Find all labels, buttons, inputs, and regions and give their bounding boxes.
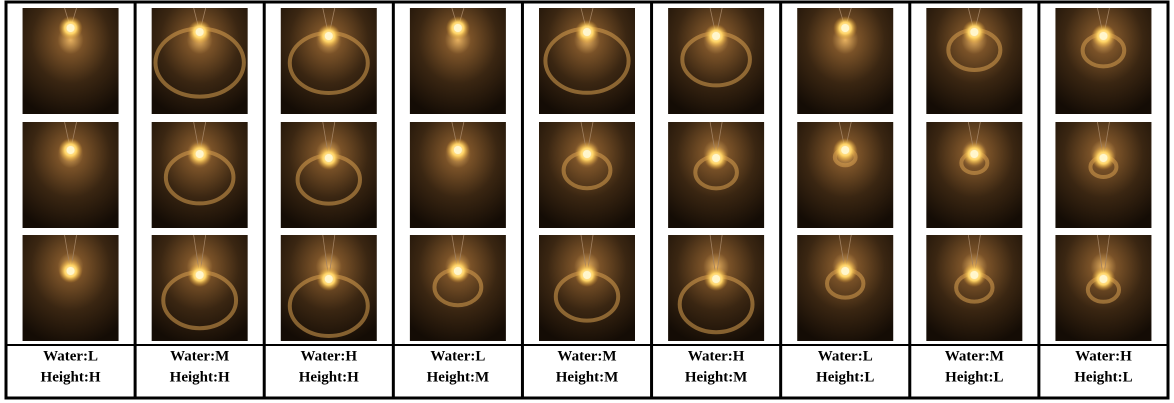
outer-border <box>4 0 1170 400</box>
photo <box>668 7 765 114</box>
bulb <box>324 275 333 283</box>
photo <box>1055 7 1152 114</box>
photo-background <box>1055 8 1152 114</box>
height-label: Height:L <box>945 369 1003 385</box>
photo <box>409 7 506 114</box>
photo-background <box>280 8 377 114</box>
height-label: Height:H <box>170 369 230 385</box>
photo <box>668 234 765 341</box>
photo <box>22 234 119 341</box>
photo <box>797 7 894 114</box>
water-label: Water:L <box>818 348 873 364</box>
water-label: Water:H <box>1075 348 1132 364</box>
photo-background <box>280 122 377 228</box>
photo-background <box>409 235 506 341</box>
photo <box>668 121 765 228</box>
photo <box>280 121 377 228</box>
photo <box>926 121 1023 228</box>
bulb <box>1099 275 1108 283</box>
bulb <box>1099 32 1108 40</box>
photo-background <box>409 122 506 228</box>
photo <box>926 7 1023 114</box>
bulb <box>712 154 721 162</box>
water-label: Water:M <box>170 348 229 364</box>
bulb <box>970 271 979 279</box>
photo <box>539 121 635 228</box>
photo <box>22 121 119 228</box>
water-label: Water:M <box>557 348 616 364</box>
height-label: Height:M <box>685 369 747 385</box>
height-label: Height:H <box>41 369 101 385</box>
bulb <box>1099 154 1108 162</box>
bulb <box>712 32 721 40</box>
bulb <box>583 150 591 158</box>
height-label: Height:L <box>1074 369 1132 385</box>
height-label: Height:M <box>556 369 618 385</box>
photo-background <box>22 235 119 341</box>
photo-background <box>22 122 119 228</box>
photo-background <box>668 122 765 228</box>
photo <box>1055 121 1152 228</box>
water-label: Water:M <box>945 348 1004 364</box>
bulb <box>195 150 204 158</box>
photo <box>1055 234 1152 341</box>
bulb <box>195 271 204 279</box>
photo <box>539 7 635 114</box>
bulb <box>66 146 75 154</box>
bulb <box>66 267 75 275</box>
height-label: Height:H <box>299 369 359 385</box>
water-label: Water:L <box>430 348 485 364</box>
bulb <box>195 28 204 36</box>
photo-background <box>797 235 894 341</box>
bulb <box>583 28 591 36</box>
photo <box>151 121 248 228</box>
photo-background <box>539 235 635 341</box>
photo <box>280 234 377 341</box>
water-label: Water:L <box>43 348 98 364</box>
bulb <box>712 275 721 283</box>
bulb <box>841 267 850 275</box>
bulb <box>66 24 75 32</box>
photo <box>22 7 119 114</box>
bulb <box>324 154 333 162</box>
photo <box>926 234 1023 341</box>
bulb <box>970 28 979 36</box>
bulb <box>453 146 462 154</box>
photo <box>151 7 248 114</box>
photo-background <box>797 122 894 228</box>
photo-background <box>926 235 1023 341</box>
bulb <box>841 146 850 154</box>
bulb <box>583 271 591 279</box>
bulb <box>841 24 850 32</box>
photo <box>409 121 506 228</box>
photo <box>151 234 248 341</box>
photo <box>280 7 377 114</box>
photo <box>539 234 635 341</box>
bulb <box>453 267 462 275</box>
photo <box>409 234 506 341</box>
bulb <box>453 24 462 32</box>
photo <box>797 121 894 228</box>
height-label: Height:M <box>427 369 489 385</box>
bulb <box>970 150 979 158</box>
water-label: Water:H <box>300 348 357 364</box>
height-label: Height:L <box>816 369 874 385</box>
photo <box>797 234 894 341</box>
photo-background <box>539 122 635 228</box>
water-label: Water:H <box>688 348 745 364</box>
bulb <box>324 32 333 40</box>
